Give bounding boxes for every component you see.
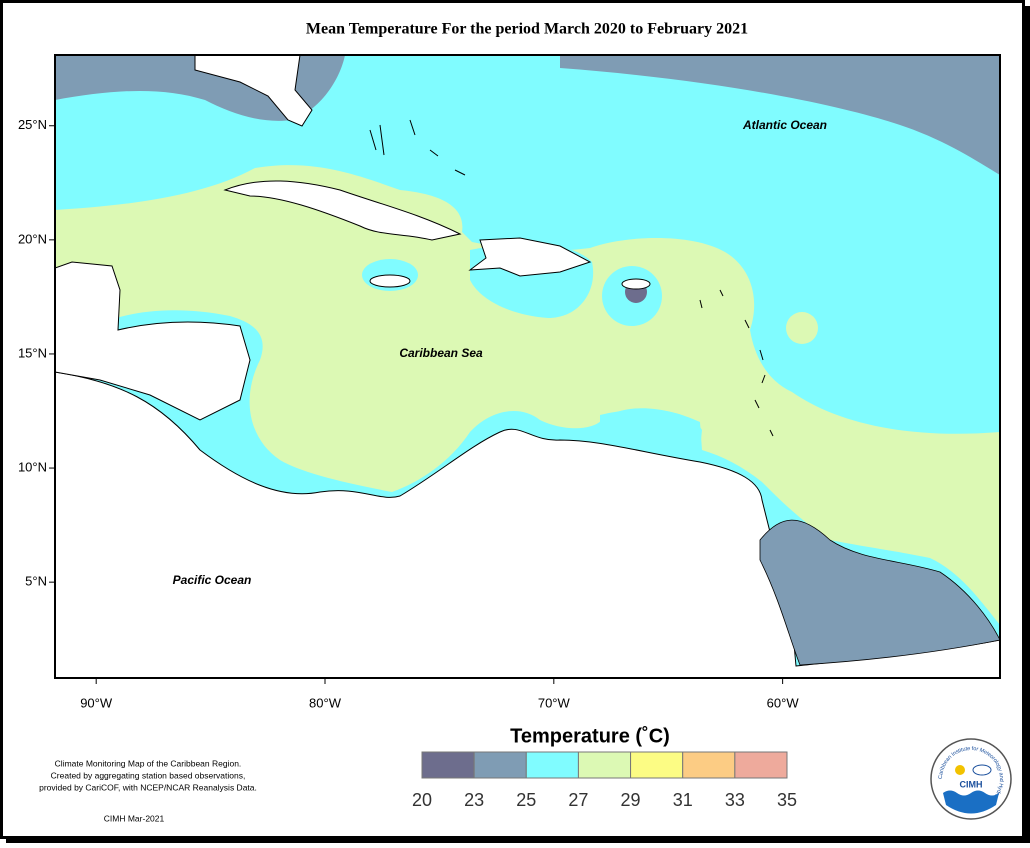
- sea-27-29: [55, 165, 1000, 626]
- logo-sun: [955, 765, 965, 775]
- y-tick-label: 5°N: [25, 574, 47, 589]
- logo-cloud: [972, 764, 992, 776]
- map-title: Mean Temperature For the period March 20…: [306, 21, 748, 38]
- y-tick-label: 25°N: [18, 117, 47, 132]
- land-jamaica: [369, 274, 411, 288]
- legend-tick-label: 29: [621, 790, 641, 810]
- land-south-america: [55, 371, 1000, 678]
- legend-tick-label: 31: [673, 790, 693, 810]
- map: [55, 55, 1000, 678]
- islands: [369, 119, 774, 437]
- legend-swatch: [525, 751, 579, 779]
- legend-tick-label: 23: [464, 790, 484, 810]
- logo-name: CIMH: [960, 779, 983, 789]
- legend-swatch: [577, 751, 632, 779]
- legend-title: Temperature (˚C): [510, 724, 670, 747]
- land-mexico: [55, 261, 251, 421]
- legend-tick-label: 33: [725, 790, 745, 810]
- land-cuba: [223, 180, 462, 241]
- credit-date: CIMH Mar-2021: [104, 813, 165, 823]
- frame-shadow: [1024, 6, 1030, 843]
- credit-line: provided by CariCOF, with NCEP/NCAR Rean…: [39, 782, 257, 792]
- legend-swatch: [682, 751, 736, 779]
- legend-tick-label: 35: [777, 790, 797, 810]
- legend-swatch: [421, 751, 475, 779]
- y-tick-label: 20°N: [18, 231, 47, 246]
- credit-line: Created by aggregating station based obs…: [51, 770, 246, 780]
- sea-27-29: [786, 312, 818, 344]
- map-border: [54, 54, 1001, 679]
- y-tick-label: 15°N: [18, 345, 47, 360]
- x-tick-label: 90°W: [80, 695, 113, 710]
- sea-23-25: [759, 519, 1000, 666]
- ocean-label: Pacific Ocean: [173, 573, 252, 587]
- land-hispaniola: [468, 237, 592, 277]
- logo-waves: [943, 790, 999, 814]
- sea-25-27: [600, 409, 702, 451]
- legend-swatch: [473, 751, 527, 779]
- ocean-label: Atlantic Ocean: [742, 118, 827, 132]
- x-tick-label: 80°W: [309, 695, 342, 710]
- legend-tick-label: 20: [412, 790, 432, 810]
- land-puerto-rico: [621, 278, 651, 290]
- credit-line: Climate Monitoring Map of the Caribbean …: [55, 758, 242, 768]
- legend-swatch: [734, 751, 788, 779]
- legend-tick-label: 27: [568, 790, 588, 810]
- sea-23-25: [560, 55, 1000, 175]
- y-tick-label: 10°N: [18, 459, 47, 474]
- ocean-label: Caribbean Sea: [399, 346, 483, 360]
- land-florida: [194, 55, 313, 127]
- x-tick-label: 60°W: [767, 695, 800, 710]
- frame-shadow: [6, 838, 1030, 843]
- x-tick-label: 70°W: [538, 695, 571, 710]
- legend-tick-label: 25: [516, 790, 536, 810]
- legend-swatch: [630, 751, 684, 779]
- logo: Caribbean Institute for Meteorology and …: [930, 738, 1012, 820]
